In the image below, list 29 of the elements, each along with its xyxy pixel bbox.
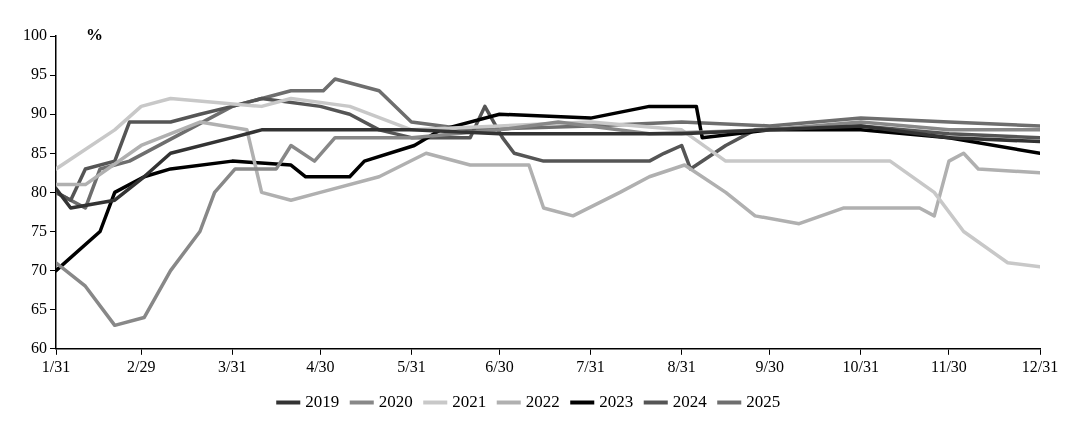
x-tick-label: 8/31: [667, 357, 696, 375]
legend-label: 2025: [746, 391, 781, 411]
legend-label: 2022: [525, 391, 560, 411]
x-tick-label: 12/31: [1021, 357, 1059, 375]
x-tick-label: 5/31: [397, 357, 426, 375]
x-tick-label: 4/30: [306, 357, 335, 375]
y-tick-label: 75: [31, 221, 47, 239]
x-tick-label: 1/31: [41, 357, 71, 375]
legend-label: 2024: [672, 391, 708, 411]
x-tick-label: 2/29: [126, 357, 156, 375]
y-tick-label: 60: [31, 339, 47, 356]
legend-label: 2021: [452, 391, 487, 411]
y-tick-label: 85: [31, 143, 47, 161]
y-tick-label: 90: [31, 104, 47, 122]
legend-label: 2020: [378, 391, 413, 411]
x-tick-label: 6/30: [485, 357, 514, 375]
legend-label: 2023: [599, 391, 634, 411]
y-tick-label: 80: [31, 182, 47, 200]
y-tick-label: 65: [31, 299, 47, 317]
x-tick-label: 9/30: [755, 357, 784, 375]
legend-label: 2019: [305, 391, 340, 411]
x-tick-label: 11/30: [931, 357, 967, 375]
y-tick-label: 100: [23, 26, 47, 44]
x-tick-label: 3/31: [218, 357, 247, 375]
y-tick-label: 70: [31, 260, 47, 278]
y-axis-title: %: [86, 25, 103, 45]
y-tick-label: 95: [31, 65, 47, 83]
x-tick-label: 7/31: [576, 357, 605, 375]
x-tick-label: 10/31: [842, 357, 880, 375]
